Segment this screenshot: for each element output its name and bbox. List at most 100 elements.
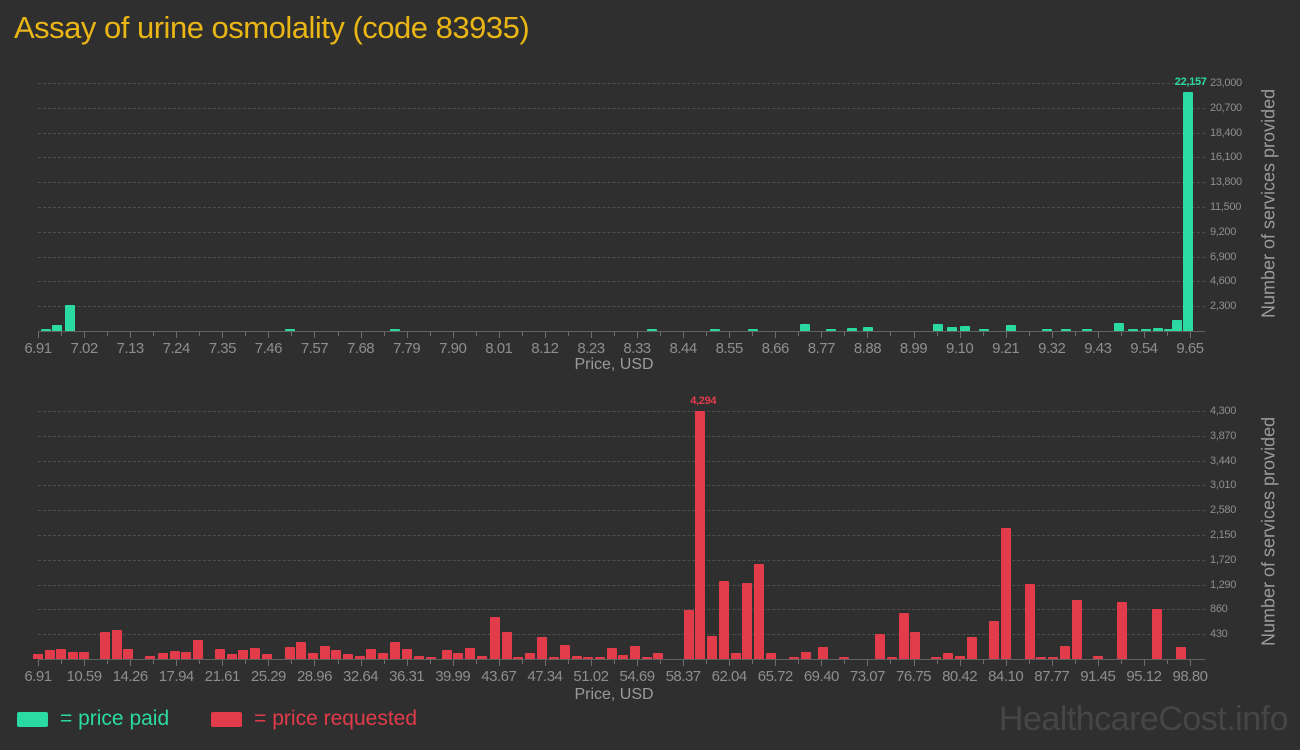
bar[interactable] (607, 648, 618, 659)
bar[interactable] (1060, 645, 1071, 659)
bar[interactable] (630, 645, 641, 659)
bar[interactable] (978, 329, 989, 331)
bar[interactable] (653, 652, 664, 659)
bar[interactable] (284, 646, 295, 659)
bar[interactable] (192, 639, 203, 659)
bar[interactable] (825, 328, 836, 331)
bar[interactable] (355, 655, 366, 659)
bar[interactable] (766, 653, 777, 659)
bar[interactable] (1172, 320, 1183, 331)
bar[interactable] (465, 648, 476, 659)
bar[interactable] (378, 652, 389, 659)
bar[interactable] (789, 656, 800, 659)
bar[interactable] (79, 652, 90, 659)
bar[interactable] (1072, 599, 1083, 659)
bar[interactable] (285, 329, 296, 331)
bar[interactable] (1117, 602, 1128, 659)
bar[interactable] (99, 631, 110, 659)
bar[interactable] (1060, 328, 1071, 331)
bar[interactable] (51, 325, 62, 331)
bar[interactable] (390, 641, 401, 659)
bar[interactable] (966, 637, 977, 659)
bar[interactable] (954, 655, 965, 659)
bar[interactable] (583, 657, 594, 659)
bar[interactable] (180, 652, 191, 659)
bar[interactable] (1153, 327, 1164, 331)
bar[interactable] (442, 649, 453, 659)
bar[interactable] (513, 657, 524, 659)
bar[interactable] (618, 654, 629, 659)
bar[interactable] (524, 653, 535, 659)
bar[interactable] (238, 650, 249, 659)
bar[interactable] (169, 650, 180, 659)
bar[interactable] (1000, 528, 1011, 659)
bar[interactable] (64, 304, 75, 331)
bar[interactable] (646, 329, 657, 331)
bar[interactable] (145, 656, 156, 659)
bar[interactable] (1081, 329, 1092, 331)
bar[interactable] (886, 657, 897, 659)
bar[interactable] (801, 651, 812, 659)
bar[interactable] (413, 655, 424, 659)
bar[interactable] (683, 609, 694, 659)
bar[interactable] (754, 564, 765, 659)
bar[interactable] (453, 652, 464, 659)
bar[interactable] (262, 653, 273, 659)
bar[interactable] (875, 634, 886, 659)
bar[interactable] (706, 635, 717, 659)
bar[interactable] (227, 654, 238, 659)
bar[interactable] (1182, 92, 1193, 331)
bar[interactable] (1047, 657, 1058, 659)
bar[interactable] (595, 657, 606, 659)
bar[interactable] (1024, 584, 1035, 659)
bar[interactable] (1006, 324, 1017, 331)
bar[interactable] (846, 328, 857, 331)
bar[interactable] (215, 649, 226, 659)
bar[interactable] (548, 657, 559, 659)
bar[interactable] (838, 657, 849, 659)
bar[interactable] (709, 329, 720, 331)
bar[interactable] (111, 629, 122, 659)
bar[interactable] (1113, 323, 1124, 331)
bar[interactable] (250, 648, 261, 659)
bar[interactable] (1152, 608, 1163, 659)
bar[interactable] (1042, 329, 1053, 331)
bar[interactable] (157, 653, 168, 659)
bar[interactable] (989, 620, 1000, 659)
bar[interactable] (1163, 329, 1174, 331)
bar[interactable] (536, 637, 547, 659)
bar[interactable] (1176, 647, 1187, 659)
bar[interactable] (425, 657, 436, 659)
bar[interactable] (571, 656, 582, 659)
bar[interactable] (718, 580, 729, 659)
bar[interactable] (44, 649, 55, 659)
bar[interactable] (863, 327, 874, 331)
bar[interactable] (1128, 329, 1139, 331)
bar[interactable] (730, 652, 741, 659)
bar[interactable] (1093, 656, 1104, 659)
bar[interactable] (501, 632, 512, 659)
bar[interactable] (1140, 329, 1151, 331)
bar[interactable] (1036, 656, 1047, 659)
bar[interactable] (898, 612, 909, 659)
bar[interactable] (560, 645, 571, 659)
bar[interactable] (41, 329, 52, 331)
bar[interactable] (747, 329, 758, 331)
bar[interactable] (33, 653, 44, 659)
bar[interactable] (308, 653, 319, 659)
bar[interactable] (390, 329, 401, 331)
bar[interactable] (319, 646, 330, 659)
bar[interactable] (694, 411, 705, 659)
bar[interactable] (947, 326, 958, 331)
bar[interactable] (800, 323, 811, 331)
bar[interactable] (67, 651, 78, 659)
bar[interactable] (123, 648, 134, 659)
bar[interactable] (402, 648, 413, 659)
bar[interactable] (818, 646, 829, 659)
bar[interactable] (343, 653, 354, 659)
bar[interactable] (296, 642, 307, 659)
bar[interactable] (641, 656, 652, 659)
bar[interactable] (960, 326, 971, 331)
bar[interactable] (910, 631, 921, 659)
bar[interactable] (366, 649, 377, 659)
